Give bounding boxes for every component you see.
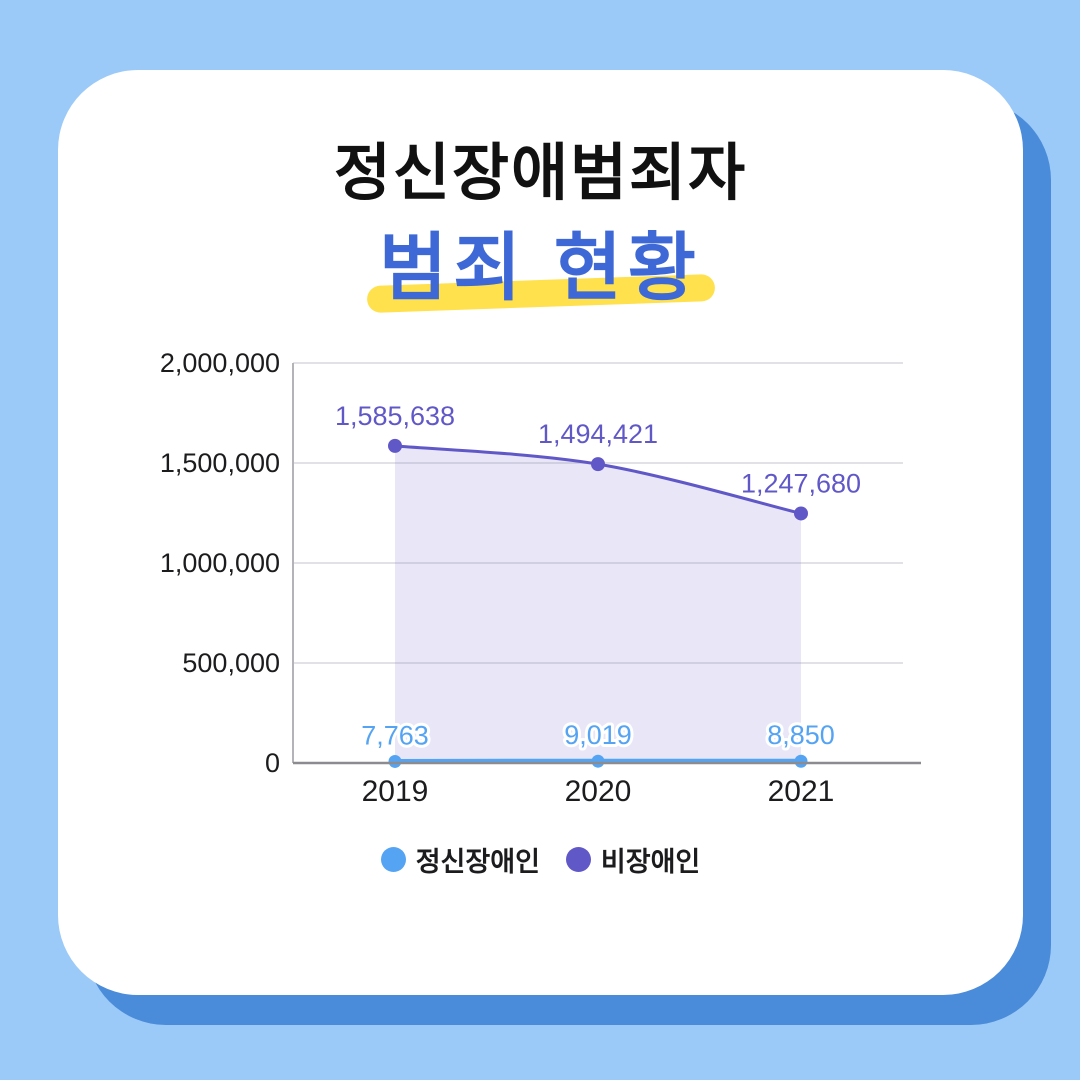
value-label-비장애인: 1,494,421 xyxy=(538,419,658,449)
legend-dot-purple xyxy=(565,847,591,872)
x-tick-label: 2019 xyxy=(362,775,429,808)
page-title: 정신장애범죄자 xyxy=(333,139,748,208)
legend-dot-blue xyxy=(380,847,406,872)
value-label-정신장애인: 9,019 xyxy=(564,720,632,750)
y-tick-label: 1,000,000 xyxy=(160,548,280,578)
value-label-정신장애인: 7,763 xyxy=(361,720,429,750)
data-point-정신장애인 xyxy=(591,754,605,768)
legend-label-mentally-disabled: 정신장애인 xyxy=(415,847,540,877)
y-tick-label: 500,000 xyxy=(182,648,280,678)
data-point-정신장애인 xyxy=(794,754,808,768)
legend-label-non-disabled: 비장애인 xyxy=(600,847,701,877)
crime-chart: 0 500,000 1,000,000 1,500,000 2,000,000 1,585… xyxy=(160,348,921,808)
legend-item-non-disabled: 비장애인 xyxy=(565,840,701,879)
y-tick-label: 2,000,000 xyxy=(160,348,280,378)
value-label-비장애인: 1,585,638 xyxy=(335,401,455,431)
chart-legend: 정신장애인 비장애인 xyxy=(58,840,1023,879)
page-subtitle: 범죄 현황 xyxy=(379,226,702,309)
x-tick-label: 2020 xyxy=(565,775,632,808)
data-point-비장애인 xyxy=(591,457,605,472)
data-point-비장애인 xyxy=(794,506,808,521)
infographic-card: 정신장애범죄자 범죄 현황 0 500,000 1,000,000 1,500,000… xyxy=(58,70,1023,995)
data-point-비장애인 xyxy=(388,438,402,453)
value-label-정신장애인: 8,850 xyxy=(767,720,835,750)
legend-item-mentally-disabled: 정신장애인 xyxy=(380,840,540,879)
data-point-정신장애인 xyxy=(388,754,402,768)
x-tick-label: 2021 xyxy=(768,775,835,808)
y-tick-label: 1,500,000 xyxy=(160,448,280,478)
y-tick-label: 0 xyxy=(265,748,280,778)
value-label-비장애인: 1,247,680 xyxy=(741,468,861,498)
area-fill-비장애인 xyxy=(395,445,801,763)
